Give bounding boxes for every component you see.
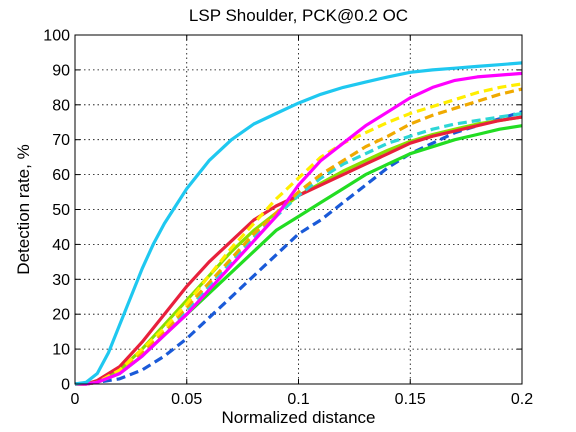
y-tick-label: 30: [52, 272, 70, 289]
x-tick-label: 0.15: [395, 391, 426, 408]
y-tick-label: 40: [52, 237, 70, 254]
y-tick-label: 50: [52, 202, 70, 219]
x-tick-label: 0: [71, 391, 80, 408]
series-line-1: [74, 61, 523, 386]
plot-area: [75, 35, 522, 384]
y-tick-label: 90: [52, 62, 70, 79]
y-tick-label: 100: [43, 28, 70, 45]
series-line-3: [75, 82, 523, 386]
y-tick-label: 10: [52, 342, 70, 359]
series-line-2: [75, 71, 523, 386]
series-line-9: [75, 110, 523, 386]
series-lines: [74, 61, 523, 386]
y-tick-label: 20: [52, 307, 70, 324]
chart-title: LSP Shoulder, PCK@0.2 OC: [189, 6, 408, 25]
x-axis-label: Normalized distance: [221, 408, 375, 427]
y-tick-label: 70: [52, 132, 70, 149]
x-tick-label: 0.2: [511, 391, 533, 408]
y-tick-label: 0: [61, 377, 70, 394]
y-tick-label: 60: [52, 167, 70, 184]
axis-ticks: 0 0.05 0.1 0.15 0.2 0 10 20 30 40 50 60 70 80 90 100: [43, 28, 533, 409]
y-axis-label: Detection rate, %: [14, 144, 33, 274]
x-tick-label: 0.05: [171, 391, 202, 408]
x-tick-label: 0.1: [287, 391, 309, 408]
y-tick-label: 80: [52, 97, 70, 114]
